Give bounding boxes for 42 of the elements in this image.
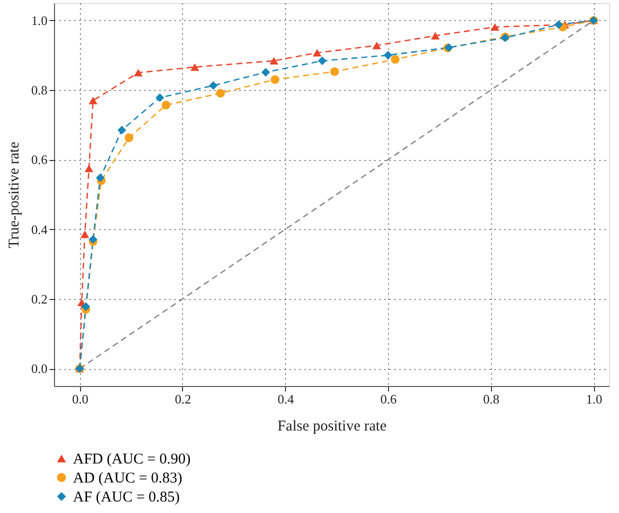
point — [261, 68, 270, 77]
point — [190, 63, 200, 71]
point — [372, 42, 382, 50]
point — [270, 75, 280, 84]
x-tick-label: 0.6 — [380, 392, 398, 406]
y-axis-title: True-positive rate — [6, 141, 22, 248]
x-tick-label: 0.2 — [174, 392, 192, 406]
y-tick-label: 0.0 — [31, 361, 48, 376]
point — [430, 32, 440, 40]
x-tick-label: 1.0 — [586, 392, 602, 406]
point — [82, 302, 90, 311]
legend-label: AF (AUC = 0.85) — [73, 490, 180, 506]
y-tick-label: 0.8 — [31, 82, 48, 98]
point — [390, 55, 400, 64]
point — [80, 230, 90, 238]
point — [330, 67, 339, 76]
point — [208, 81, 218, 90]
y-tick-label: 0.4 — [31, 222, 48, 237]
point — [312, 49, 322, 57]
legend-label: AD (AUC = 0.83) — [73, 470, 182, 486]
x-tick-label: 0.0 — [72, 392, 88, 406]
point — [124, 133, 134, 142]
x-tick-label: 0.8 — [483, 392, 500, 406]
point — [318, 56, 327, 66]
x-tick-label: 0.4 — [278, 392, 294, 406]
point — [162, 100, 170, 110]
point — [490, 23, 500, 31]
point — [96, 173, 105, 182]
point — [554, 20, 563, 29]
point — [118, 126, 126, 134]
y-tick-label: 0.6 — [31, 152, 48, 168]
point — [134, 68, 143, 76]
point — [88, 96, 98, 104]
point — [84, 164, 94, 172]
y-tick-label: 0.2 — [31, 291, 48, 306]
point — [384, 50, 392, 60]
point — [156, 93, 164, 102]
point — [270, 57, 278, 65]
point — [216, 88, 225, 98]
y-tick-label: 1.0 — [31, 12, 48, 28]
legend-label: AFD (AUC = 0.90) — [73, 452, 191, 468]
x-axis-title: False positive rate — [277, 418, 387, 434]
